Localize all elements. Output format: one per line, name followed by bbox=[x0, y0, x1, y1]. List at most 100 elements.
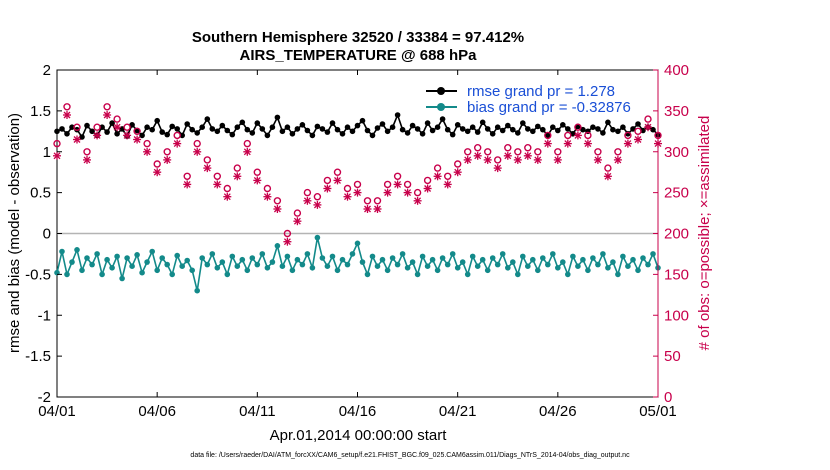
data-point bbox=[124, 255, 130, 261]
data-point bbox=[89, 128, 95, 135]
obs-possible-point bbox=[213, 172, 222, 181]
obs-possible-point bbox=[183, 172, 191, 181]
obs-assimilated-point bbox=[493, 164, 502, 173]
data-point bbox=[494, 124, 501, 130]
data-point bbox=[319, 126, 326, 132]
y2-tick-label: 300 bbox=[664, 144, 689, 161]
data-point bbox=[84, 255, 90, 261]
data-point bbox=[79, 267, 85, 274]
obs-possible-point bbox=[93, 123, 101, 131]
data-point bbox=[209, 251, 216, 257]
data-point bbox=[570, 253, 576, 260]
data-point bbox=[304, 127, 311, 134]
data-point bbox=[204, 116, 211, 122]
data-point bbox=[119, 275, 125, 282]
y-tick-label: 2 bbox=[43, 62, 51, 79]
data-point bbox=[234, 263, 241, 270]
data-point bbox=[359, 117, 366, 124]
obs-possible-point bbox=[333, 168, 342, 176]
data-point bbox=[369, 253, 376, 260]
data-point bbox=[494, 261, 501, 268]
data-point bbox=[154, 117, 160, 124]
data-point bbox=[289, 131, 296, 137]
data-point bbox=[600, 251, 606, 257]
obs-possible-point bbox=[313, 192, 322, 201]
data-point bbox=[550, 251, 556, 257]
data-point bbox=[379, 256, 386, 263]
data-point bbox=[304, 251, 311, 257]
data-point bbox=[399, 126, 406, 133]
data-point bbox=[535, 267, 541, 274]
data-point bbox=[109, 265, 115, 271]
data-point bbox=[314, 123, 321, 130]
data-point bbox=[329, 253, 336, 260]
data-point bbox=[284, 124, 291, 130]
data-point bbox=[389, 255, 396, 261]
obs-assimilated-point bbox=[523, 151, 532, 160]
x-tick-label: 04/16 bbox=[339, 403, 377, 420]
data-point bbox=[479, 119, 486, 126]
data-point bbox=[610, 126, 616, 133]
obs-assimilated-point bbox=[413, 196, 422, 205]
data-point bbox=[505, 122, 511, 129]
data-point bbox=[309, 132, 316, 139]
obs-assimilated-point bbox=[473, 151, 482, 160]
data-point bbox=[535, 123, 541, 130]
obs-assimilated-point bbox=[363, 205, 372, 213]
data-point bbox=[510, 126, 516, 133]
data-point bbox=[354, 122, 361, 129]
obs-possible-point bbox=[203, 156, 212, 164]
data-point bbox=[444, 261, 451, 268]
chart-subtitle: AIRS_TEMPERATURE @ 688 hPa bbox=[240, 47, 478, 64]
obs-possible-point bbox=[624, 131, 632, 140]
data-point bbox=[605, 265, 611, 271]
data-point bbox=[484, 126, 491, 132]
data-point bbox=[314, 234, 321, 241]
obs-assimilated-point bbox=[63, 111, 71, 119]
data-point bbox=[144, 124, 150, 130]
obs-assimilated-point bbox=[93, 131, 102, 140]
data-point bbox=[590, 124, 596, 130]
data-point bbox=[635, 267, 641, 274]
data-point bbox=[109, 120, 115, 126]
obs-possible-point bbox=[604, 164, 612, 172]
data-point bbox=[414, 271, 421, 278]
obs-assimilated-point bbox=[313, 200, 322, 209]
data-point bbox=[74, 247, 80, 253]
data-point bbox=[510, 259, 516, 265]
data-point bbox=[640, 255, 646, 261]
data-point bbox=[585, 267, 591, 274]
obs-possible-point bbox=[484, 148, 492, 156]
data-point bbox=[199, 255, 205, 261]
data-point bbox=[69, 259, 75, 265]
data-point bbox=[284, 253, 291, 260]
data-point bbox=[379, 121, 386, 127]
data-point bbox=[645, 261, 651, 268]
data-point bbox=[374, 125, 381, 131]
data-point bbox=[249, 255, 256, 261]
obs-assimilated-point bbox=[53, 151, 61, 160]
obs-possible-point bbox=[444, 172, 452, 181]
obs-assimilated-point bbox=[503, 151, 512, 160]
chart-marks bbox=[53, 103, 662, 294]
obs-possible-point bbox=[393, 172, 402, 181]
data-point bbox=[299, 122, 306, 128]
obs-assimilated-point bbox=[453, 168, 462, 177]
data-point bbox=[459, 259, 466, 265]
data-point bbox=[349, 128, 356, 135]
obs-possible-point bbox=[273, 197, 282, 205]
data-point bbox=[399, 251, 406, 257]
data-point bbox=[194, 130, 200, 136]
data-point bbox=[344, 261, 351, 268]
data-point bbox=[419, 253, 426, 260]
obs-assimilated-point bbox=[623, 139, 632, 148]
obs-possible-point bbox=[233, 164, 242, 172]
data-point bbox=[610, 259, 616, 265]
data-point bbox=[264, 132, 271, 139]
obs-possible-point bbox=[73, 123, 81, 131]
data-point bbox=[469, 253, 476, 260]
data-point bbox=[424, 263, 431, 270]
data-point bbox=[174, 252, 180, 259]
data-point bbox=[439, 255, 446, 261]
data-point bbox=[560, 259, 566, 265]
